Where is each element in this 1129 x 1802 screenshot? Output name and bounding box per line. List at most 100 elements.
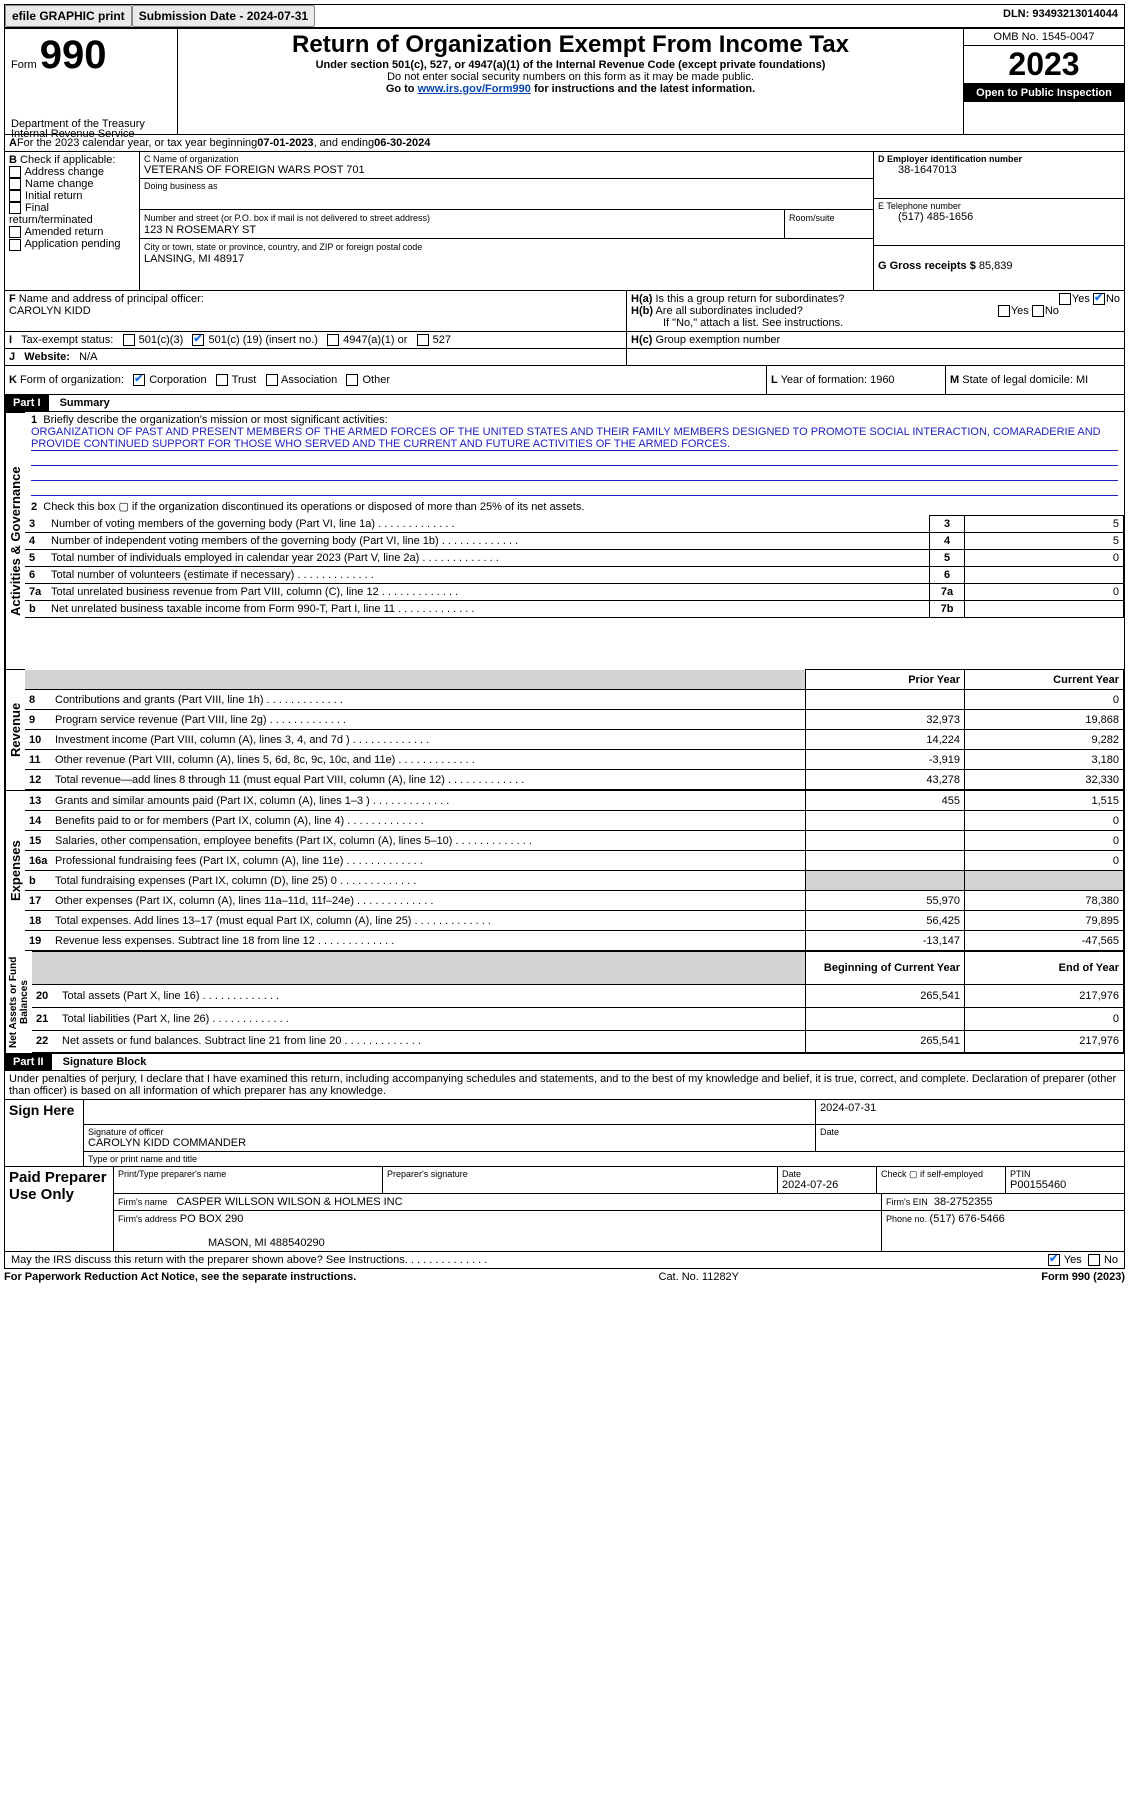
527-checkbox[interactable] xyxy=(417,334,429,346)
checkbox-initial-return[interactable] xyxy=(9,190,21,202)
irs-link[interactable]: www.irs.gov/Form990 xyxy=(418,83,531,95)
row-9: 9Program service revenue (Part VIII, lin… xyxy=(25,710,1124,730)
section-b-g: B Check if applicable: Address change Na… xyxy=(4,152,1125,291)
gov-row-5: 5Total number of individuals employed in… xyxy=(25,550,1124,567)
ha-yes-checkbox[interactable] xyxy=(1059,293,1071,305)
room-label: Room/suite xyxy=(789,213,835,223)
hb-no-checkbox[interactable] xyxy=(1032,305,1044,317)
firm-ein-label: Firm's EIN xyxy=(886,1197,928,1207)
row-19: 19Revenue less expenses. Subtract line 1… xyxy=(25,931,1124,951)
row-11: 11Other revenue (Part VIII, column (A), … xyxy=(25,750,1124,770)
website-label: Website: xyxy=(24,351,70,363)
gov-row-4: 4Number of independent voting members of… xyxy=(25,533,1124,550)
b-option: Amended return xyxy=(9,226,135,238)
other-checkbox[interactable] xyxy=(346,374,358,386)
row-10: 10Investment income (Part VIII, column (… xyxy=(25,730,1124,750)
hb-text: Are all subordinates included? xyxy=(655,305,802,317)
firm-name-label: Firm's name xyxy=(118,1197,167,1207)
corp-checkbox[interactable] xyxy=(133,374,145,386)
officer-sig-date: 2024-07-31 xyxy=(816,1100,1124,1124)
revenue-section: Revenue Prior YearCurrent Year8Contribut… xyxy=(4,669,1125,790)
submission-date: Submission Date - 2024-07-31 xyxy=(132,5,315,27)
row-12: 12Total revenue—add lines 8 through 11 (… xyxy=(25,770,1124,790)
section-i: I Tax-exempt status: 501(c)(3) 501(c) (1… xyxy=(4,332,1125,349)
net-assets-table: Beginning of Current YearEnd of Year20To… xyxy=(32,951,1124,1053)
row-13: 13Grants and similar amounts paid (Part … xyxy=(25,791,1124,811)
b-option: Final return/terminated xyxy=(9,202,135,226)
ha-text: Is this a group return for subordinates? xyxy=(655,293,844,305)
form-org-label: Form of organization: xyxy=(17,374,124,386)
ha-no-checkbox[interactable] xyxy=(1093,293,1105,305)
checkbox-amended-return[interactable] xyxy=(9,226,21,238)
year-formation-label: Year of formation: xyxy=(778,374,870,386)
discuss-yes-checkbox[interactable] xyxy=(1048,1254,1060,1266)
row-8: 8Contributions and grants (Part VIII, li… xyxy=(25,690,1124,710)
501c3-checkbox[interactable] xyxy=(123,334,135,346)
section-f-h: F Name and address of principal officer:… xyxy=(4,291,1125,332)
row-17: 17Other expenses (Part IX, column (A), l… xyxy=(25,891,1124,911)
section-j: J Website: N/A xyxy=(4,349,1125,366)
year-formation: 1960 xyxy=(870,374,894,386)
assoc-checkbox[interactable] xyxy=(266,374,278,386)
gross-label: G Gross receipts $ xyxy=(878,260,979,272)
addr-label: Number and street (or P.O. box if mail i… xyxy=(144,213,430,223)
return-title: Return of Organization Exempt From Incom… xyxy=(184,31,957,59)
sub-date: 2024-07-31 xyxy=(247,9,308,23)
b-option: Address change xyxy=(9,166,135,178)
gov-row-6: 6Total number of volunteers (estimate if… xyxy=(25,567,1124,584)
net-row-20: 20Total assets (Part X, line 16)265,5412… xyxy=(32,985,1124,1008)
firm-addr1: PO BOX 290 xyxy=(180,1213,244,1225)
4947-checkbox[interactable] xyxy=(327,334,339,346)
checkbox-application-pending[interactable] xyxy=(9,239,21,251)
net-label: Net Assets or Fund Balances xyxy=(5,951,32,1053)
firm-name: CASPER WILLSON WILSON & HOLMES INC xyxy=(176,1196,402,1208)
expenses-table: 13Grants and similar amounts paid (Part … xyxy=(25,790,1124,951)
ty-end: 06-30-2024 xyxy=(374,137,430,149)
section-k: K Form of organization: Corporation Trus… xyxy=(4,366,1125,395)
type-print-label: Type or print name and title xyxy=(84,1152,1124,1166)
trust-checkbox[interactable] xyxy=(216,374,228,386)
officer-name: CAROLYN KIDD xyxy=(9,305,622,317)
form-footer: Form 990 (2023) xyxy=(1041,1271,1125,1283)
tax-status-label: Tax-exempt status: xyxy=(21,334,113,346)
discuss-no-checkbox[interactable] xyxy=(1088,1254,1100,1266)
gross-receipts: 85,839 xyxy=(979,260,1013,272)
tel-label: E Telephone number xyxy=(878,201,1120,211)
sig-officer-label: Signature of officer xyxy=(88,1127,163,1137)
dln: DLN: 93493213014044 xyxy=(997,5,1124,27)
form-label: Form xyxy=(11,59,37,71)
sign-here-block: Sign Here 2024-07-31 Signature of office… xyxy=(4,1100,1125,1167)
efile-button[interactable]: efile GRAPHIC print xyxy=(5,5,132,27)
checkbox-address-change[interactable] xyxy=(9,166,21,178)
row-15: 15Salaries, other compensation, employee… xyxy=(25,831,1124,851)
org-name-label: C Name of organization xyxy=(144,154,869,164)
row-b: bTotal fundraising expenses (Part IX, co… xyxy=(25,871,1124,891)
501c-checkbox[interactable] xyxy=(192,334,204,346)
part2-header: Part II Signature Block xyxy=(4,1054,1125,1071)
exp-label: Expenses xyxy=(5,790,25,951)
row-16a: 16aProfessional fundraising fees (Part I… xyxy=(25,851,1124,871)
date-label: Date xyxy=(816,1125,1124,1151)
expenses-section: Expenses 13Grants and similar amounts pa… xyxy=(4,790,1125,951)
omb-number: OMB No. 1545-0047 xyxy=(964,29,1124,46)
firm-addr2: MASON, MI 488540290 xyxy=(118,1237,325,1249)
ein-value: 38-1647013 xyxy=(878,164,1120,176)
paperwork-notice: For Paperwork Reduction Act Notice, see … xyxy=(4,1271,356,1283)
net-assets-section: Net Assets or Fund Balances Beginning of… xyxy=(4,951,1125,1054)
checkbox-final-return-terminated[interactable] xyxy=(9,202,21,214)
officer-label: Name and address of principal officer: xyxy=(16,293,204,305)
net-row-22: 22Net assets or fund balances. Subtract … xyxy=(32,1030,1124,1053)
perjury-text: Under penalties of perjury, I declare th… xyxy=(4,1071,1125,1100)
gov-row-b: bNet unrelated business taxable income f… xyxy=(25,601,1124,618)
form-header: Form 990 Department of the Treasury Inte… xyxy=(4,28,1125,135)
checkbox-name-change[interactable] xyxy=(9,178,21,190)
prep-name-label: Print/Type preparer's name xyxy=(114,1167,383,1193)
line-a: A For the 2023 calendar year, or tax yea… xyxy=(4,135,1125,152)
part1-body: Activities & Governance 1 Briefly descri… xyxy=(4,412,1125,669)
hb-yes-checkbox[interactable] xyxy=(998,305,1010,317)
subtitle: Under section 501(c), 527, or 4947(a)(1)… xyxy=(184,59,957,71)
paid-prep-label: Paid Preparer Use Only xyxy=(5,1167,114,1251)
b-option: Initial return xyxy=(9,190,135,202)
cat-no: Cat. No. 11282Y xyxy=(659,1271,740,1283)
page-footer: For Paperwork Reduction Act Notice, see … xyxy=(4,1269,1125,1285)
